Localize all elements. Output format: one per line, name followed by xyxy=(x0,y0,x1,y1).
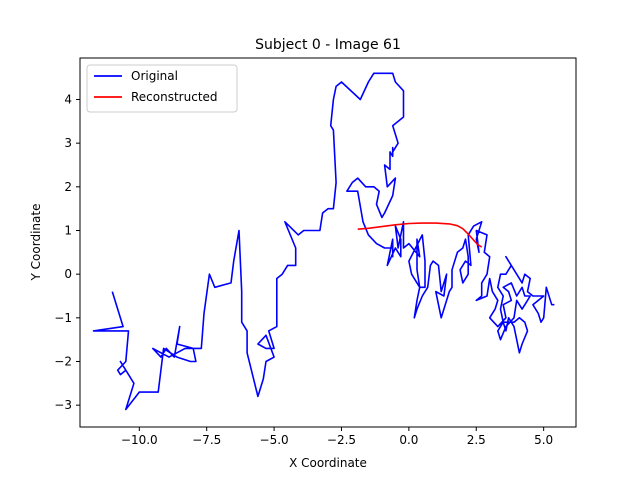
chart-title: Subject 0 - Image 61 xyxy=(255,37,401,53)
y-axis-label: Y Coordinate xyxy=(29,204,43,282)
y-tick-label: 1 xyxy=(64,223,72,237)
legend-label-reconstructed: Reconstructed xyxy=(131,90,218,104)
x-tick-label: −10.0 xyxy=(121,433,158,447)
y-tick-label: 0 xyxy=(64,267,72,281)
x-tick-label: −7.5 xyxy=(192,433,221,447)
y-tick-label: 3 xyxy=(64,136,72,150)
y-tick-label: −1 xyxy=(54,311,72,325)
x-axis-label: X Coordinate xyxy=(289,456,367,470)
legend: Original Reconstructed xyxy=(86,64,238,113)
y-tick-label: 4 xyxy=(64,92,72,106)
legend-label-original: Original xyxy=(131,69,178,83)
y-tick-label: −2 xyxy=(54,354,72,368)
y-axis: −3 −2 −1 0 1 2 3 4 xyxy=(54,92,80,412)
x-axis: −10.0 −7.5 −5.0 −2.5 0.0 2.5 5.0 xyxy=(121,427,553,447)
axes-frame xyxy=(79,57,577,428)
x-tick-label: 5.0 xyxy=(534,433,553,447)
legend-box xyxy=(86,64,238,113)
y-tick-label: −3 xyxy=(54,398,72,412)
x-tick-label: −5.0 xyxy=(260,433,289,447)
series-line-original xyxy=(92,72,555,411)
series-line-reconstructed xyxy=(357,222,483,248)
x-tick-label: 0.0 xyxy=(399,433,418,447)
plot-area xyxy=(92,72,555,411)
y-tick-label: 2 xyxy=(64,180,72,194)
x-tick-label: −2.5 xyxy=(327,433,356,447)
x-tick-label: 2.5 xyxy=(467,433,486,447)
